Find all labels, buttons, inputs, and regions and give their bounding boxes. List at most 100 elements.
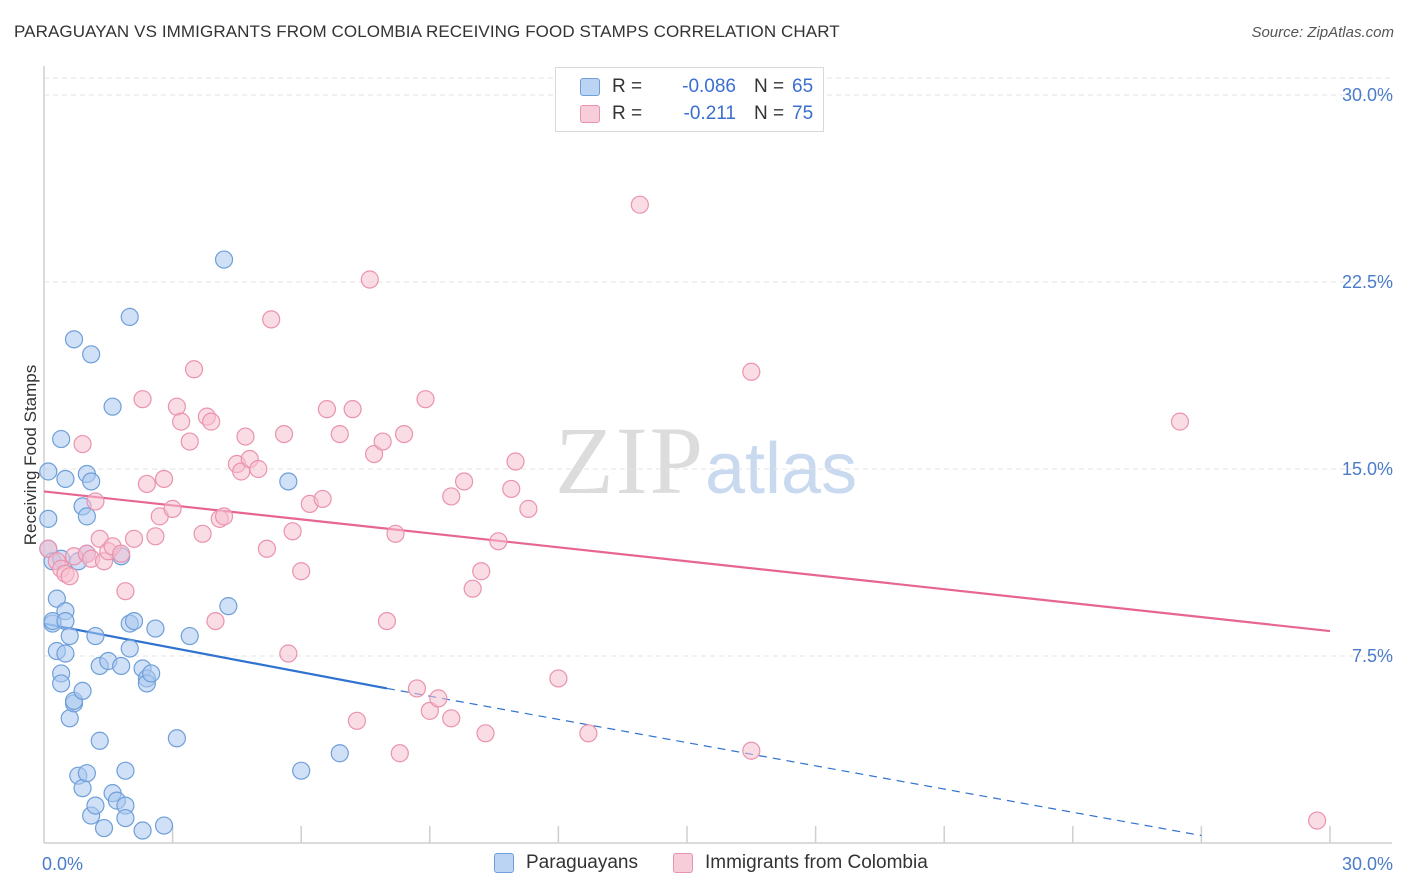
data-point-colombia xyxy=(489,532,508,551)
data-point-colombia xyxy=(442,709,461,728)
legend-r-value: -0.211 xyxy=(683,103,736,124)
data-point-paraguayans xyxy=(292,761,311,780)
trend-extension-paraguayans xyxy=(386,687,1202,837)
series-colombia xyxy=(39,195,1327,830)
data-point-paraguayans xyxy=(77,764,96,783)
data-point-colombia xyxy=(506,452,525,471)
data-point-paraguayans xyxy=(167,729,186,748)
data-point-colombia xyxy=(163,499,182,518)
data-point-paraguayans xyxy=(77,507,96,526)
data-point-paraguayans xyxy=(112,656,131,676)
data-point-colombia xyxy=(86,492,105,511)
data-point-colombia xyxy=(193,524,212,543)
data-point-colombia xyxy=(420,701,439,720)
data-point-colombia xyxy=(742,362,761,381)
x-tick-label: 30.0% xyxy=(1342,854,1393,874)
legend-label-colombia: Immigrants from Colombia xyxy=(705,852,928,873)
data-point-colombia xyxy=(154,469,174,489)
data-point-colombia xyxy=(549,669,568,688)
legend-n-value: 65 xyxy=(792,76,814,97)
trend-line-colombia xyxy=(43,490,1331,633)
data-point-colombia xyxy=(373,432,392,451)
data-point-colombia xyxy=(172,412,191,431)
data-point-paraguayans xyxy=(86,796,105,815)
data-point-colombia xyxy=(249,459,268,479)
data-point-colombia xyxy=(579,724,598,743)
data-point-paraguayans xyxy=(86,626,105,646)
data-point-colombia xyxy=(416,390,435,409)
legend-item-paraguayans[interactable]: Paraguayans xyxy=(494,852,638,874)
data-point-paraguayans xyxy=(180,626,199,646)
data-point-paraguayans xyxy=(82,345,101,364)
data-point-colombia xyxy=(313,489,332,509)
data-point-colombia xyxy=(454,472,474,491)
data-point-colombia xyxy=(124,529,144,548)
data-point-paraguayans xyxy=(116,808,135,828)
y-tick-label: 22.5% xyxy=(1342,272,1393,292)
data-point-colombia xyxy=(236,427,255,446)
trend-lines xyxy=(43,490,1331,837)
data-point-colombia xyxy=(407,679,427,698)
data-point-paraguayans xyxy=(103,397,122,416)
data-point-colombia xyxy=(214,507,234,526)
data-point-colombia xyxy=(742,741,761,760)
legend-swatch-pink xyxy=(673,853,693,873)
data-point-colombia xyxy=(283,522,302,541)
data-point-colombia xyxy=(364,444,384,464)
chart-title: PARAGUAYAN VS IMMIGRANTS FROM COLOMBIA R… xyxy=(14,22,840,41)
data-point-paraguayans xyxy=(56,644,75,663)
data-point-paraguayans xyxy=(94,818,114,838)
data-point-paraguayans xyxy=(120,639,139,658)
y-tick-label: 7.5% xyxy=(1352,646,1393,666)
data-point-colombia xyxy=(133,390,152,409)
data-point-paraguayans xyxy=(56,469,75,489)
y-tick-label: 15.0% xyxy=(1342,459,1393,479)
data-point-colombia xyxy=(476,724,495,743)
legend-r-label: R = xyxy=(612,103,643,124)
data-point-colombia xyxy=(184,360,204,379)
data-point-paraguayans xyxy=(90,731,109,750)
legend-item-colombia[interactable]: Immigrants from Colombia xyxy=(673,852,928,874)
data-point-paraguayans xyxy=(279,472,298,491)
data-point-colombia xyxy=(347,711,367,730)
legend-row-paraguayans: R = -0.086 N = 65 xyxy=(580,75,813,99)
data-point-colombia xyxy=(317,400,337,419)
data-point-paraguayans xyxy=(73,779,92,798)
data-point-colombia xyxy=(394,424,414,444)
source-label: Source: ZipAtlas.com xyxy=(1251,24,1394,41)
data-point-paraguayans xyxy=(60,709,79,728)
data-point-paraguayans xyxy=(219,597,238,616)
series-legend: Paraguayans Immigrants from Colombia xyxy=(0,852,1406,878)
data-point-paraguayans xyxy=(154,816,174,835)
watermark-zip: ZIP xyxy=(555,407,705,514)
data-point-paraguayans xyxy=(330,744,349,763)
data-point-paraguayans xyxy=(39,509,58,528)
data-point-colombia xyxy=(519,499,538,518)
data-point-colombia xyxy=(630,195,649,214)
legend-r-value: -0.086 xyxy=(682,76,736,97)
legend-n-label: N = xyxy=(754,103,785,124)
data-point-colombia xyxy=(390,744,409,763)
data-point-paraguayans xyxy=(82,472,101,491)
legend-n-value: 75 xyxy=(792,103,814,124)
data-point-colombia xyxy=(137,474,156,494)
data-point-colombia xyxy=(202,412,221,431)
data-point-colombia xyxy=(386,524,405,543)
data-point-paraguayans xyxy=(56,611,75,631)
data-point-paraguayans xyxy=(214,250,234,269)
data-point-colombia xyxy=(343,400,362,419)
data-point-colombia xyxy=(60,567,79,586)
data-point-colombia xyxy=(73,434,92,454)
data-point-colombia xyxy=(206,611,225,631)
data-point-paraguayans xyxy=(47,589,66,608)
data-point-colombia xyxy=(463,579,482,598)
y-tick-label: 30.0% xyxy=(1342,85,1393,105)
axes xyxy=(43,66,1392,844)
data-point-colombia xyxy=(442,487,461,506)
data-point-colombia xyxy=(1170,412,1190,431)
data-point-paraguayans xyxy=(124,611,144,631)
legend-swatch-pink xyxy=(580,105,600,123)
data-point-paraguayans xyxy=(146,619,165,638)
legend-row-colombia: R = -0.211 N = 75 xyxy=(580,102,813,126)
